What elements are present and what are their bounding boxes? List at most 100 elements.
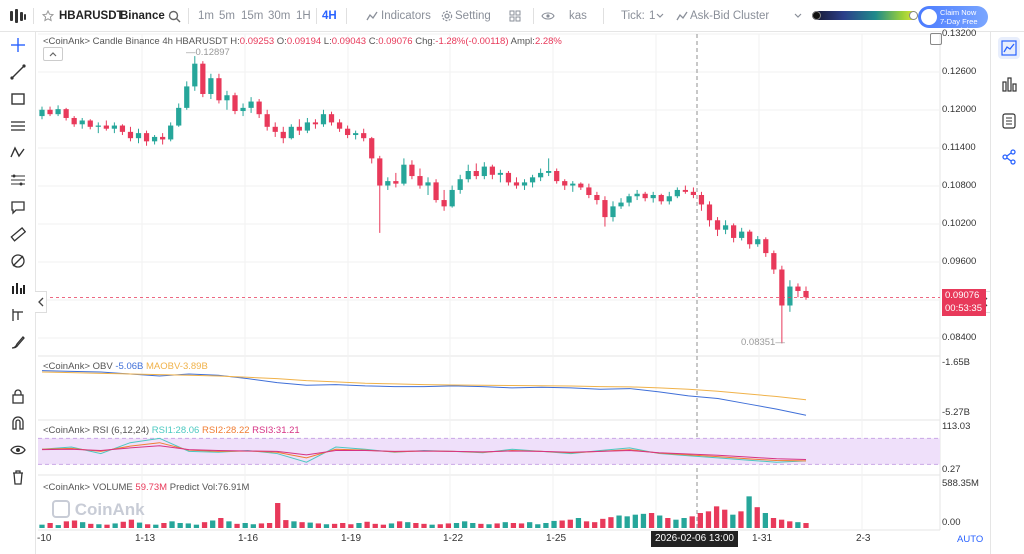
symbol-label[interactable]: HBARUSDT (59, 10, 124, 22)
horizontal-lines-icon[interactable] (8, 116, 28, 136)
volume-bar (63, 521, 70, 528)
share-icon[interactable] (998, 146, 1020, 168)
volume-bar (193, 524, 200, 528)
candle-body (513, 182, 520, 186)
candle-body (184, 86, 190, 108)
candle-body (481, 166, 487, 177)
fib-icon[interactable] (8, 170, 28, 190)
candle-body (771, 253, 777, 270)
pattern-icon[interactable] (8, 143, 28, 163)
trash-icon[interactable] (8, 467, 28, 487)
candle-body (441, 200, 447, 207)
volume-bar (713, 506, 720, 528)
volume-bar (494, 523, 500, 528)
layout-grid-icon[interactable] (509, 0, 521, 32)
setting-button[interactable]: Setting (455, 10, 491, 22)
rsi2-value: RSI2:28.22 (201, 425, 250, 436)
tick-label: Tick: (621, 10, 645, 22)
candle-body (570, 183, 576, 186)
screenshot-icon[interactable] (930, 33, 942, 45)
interval-5m[interactable]: 5m (219, 10, 235, 22)
candle-body (344, 128, 351, 136)
candle-body (377, 158, 383, 186)
volume-bar (681, 518, 687, 528)
heatmap-gradient-slider[interactable] (812, 11, 918, 20)
candle-countdown: 00:53:35 (945, 303, 982, 314)
crosshair-icon[interactable] (8, 35, 28, 55)
volume-bar (218, 518, 224, 528)
candle-body (505, 172, 512, 183)
chart-view-icon[interactable] (998, 37, 1020, 59)
lock-icon[interactable] (8, 386, 28, 406)
volume-bar (396, 521, 403, 528)
volume-bar (616, 515, 622, 528)
setting-icon[interactable] (441, 0, 453, 32)
obv-line (41, 370, 807, 416)
volume-bar (722, 509, 728, 528)
volume-bar (55, 525, 61, 528)
legend-open: 0.09194 (286, 36, 322, 47)
candle-body (71, 117, 77, 125)
candle-body (55, 109, 61, 115)
tick-value[interactable]: 1 (649, 10, 656, 22)
interval-30m[interactable]: 30m (268, 10, 291, 22)
volume-bar (185, 523, 191, 528)
cluster-icon[interactable] (676, 0, 688, 32)
gradient-handle-right[interactable] (909, 11, 918, 20)
tick-dropdown-icon[interactable] (656, 0, 664, 32)
volume-bar (356, 523, 362, 528)
magnet-icon[interactable] (8, 251, 28, 271)
interval-1m[interactable]: 1m (198, 10, 214, 22)
comment-icon[interactable] (8, 197, 28, 217)
volume-bar (315, 523, 321, 528)
statistics-icon[interactable] (998, 73, 1020, 95)
order-list-icon[interactable] (998, 110, 1020, 132)
legend-collapse-icon[interactable] (43, 47, 63, 61)
volume-bar (640, 513, 647, 528)
interval-4h[interactable]: 4H (322, 10, 337, 22)
exchange-label[interactable]: Binance (120, 10, 165, 22)
cluster-dropdown-icon[interactable] (794, 0, 802, 32)
ruler-icon[interactable] (8, 224, 28, 244)
candle-body (103, 125, 109, 129)
interval-1h[interactable]: 1H (296, 10, 311, 22)
trend-line-icon[interactable] (8, 62, 28, 82)
maobv-line (41, 371, 807, 401)
visibility-eye-icon[interactable] (8, 440, 28, 460)
collapse-left-icon[interactable] (35, 291, 47, 313)
measure-icon[interactable] (8, 305, 28, 325)
volume-bar (575, 518, 582, 528)
bar-chart-icon[interactable] (8, 278, 28, 298)
candle-body (119, 125, 126, 132)
vip-trial-banner[interactable]: Claim Now 7-Day Free VIP Trial (918, 6, 988, 35)
candle-body (537, 172, 544, 178)
interval-15m[interactable]: 15m (241, 10, 264, 22)
date-tick: 1-22 (443, 533, 464, 544)
volume-bar (803, 523, 809, 528)
magnet-snap-icon[interactable] (8, 413, 28, 433)
obv-legend: <CoinAnk> OBV -5.06B MAOBV-3.89B (43, 361, 208, 372)
volume-value: 59.73M (135, 482, 168, 493)
candle-body (369, 138, 375, 159)
eye-icon[interactable] (541, 0, 555, 32)
kas-label[interactable]: kas (569, 10, 587, 22)
auto-scale-button[interactable]: AUTO (957, 534, 984, 545)
candle-body (296, 126, 302, 131)
search-icon[interactable] (168, 0, 181, 32)
favorite-star-icon[interactable] (42, 0, 54, 32)
indicators-button[interactable]: Indicators (381, 10, 431, 22)
candle-body (674, 189, 680, 197)
volume-bar (470, 523, 476, 528)
candle-body (529, 177, 536, 183)
brush-icon[interactable] (8, 332, 28, 352)
coinank-watermark: CoinAnk (52, 500, 145, 520)
ask-bid-cluster-button[interactable]: Ask-Bid Cluster (690, 10, 770, 22)
gradient-handle-left[interactable] (812, 11, 821, 20)
volume-bar (136, 522, 143, 528)
volume-bar (39, 524, 45, 528)
candle-body (779, 269, 785, 306)
chart-logo-icon[interactable] (9, 0, 27, 32)
indicators-icon[interactable] (366, 0, 378, 32)
rectangle-icon[interactable] (8, 89, 28, 109)
